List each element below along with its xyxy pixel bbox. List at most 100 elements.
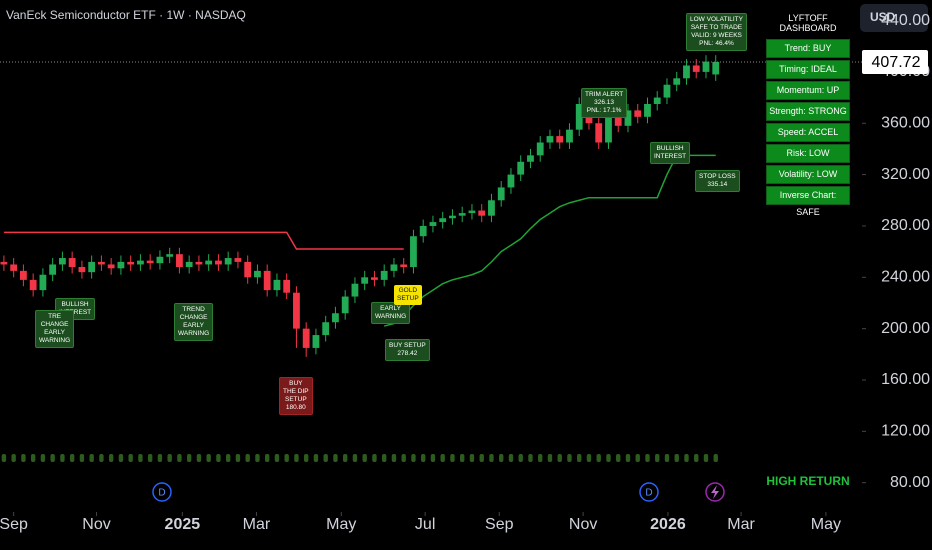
candle-body: [59, 258, 66, 265]
candle-body: [127, 261, 135, 265]
candle-body: [137, 260, 144, 265]
candle-body: [351, 283, 359, 297]
y-tick-label: 160.00: [881, 371, 930, 388]
candle-body: [692, 65, 700, 72]
signal-dot: [177, 454, 182, 462]
x-tick-label: Mar: [727, 516, 755, 533]
signal-dot: [313, 454, 319, 462]
signal-dot: [40, 454, 46, 462]
candle-body: [702, 61, 710, 72]
signal-dot: [616, 454, 621, 462]
signal-dot: [118, 454, 124, 462]
candle-body: [293, 292, 300, 329]
candle-body: [575, 103, 583, 130]
x-tick-label: Sep: [485, 516, 514, 533]
signal-dot: [655, 454, 660, 462]
candle-body: [527, 155, 534, 162]
signal-dot: [372, 454, 377, 462]
candle-body: [624, 110, 632, 126]
event-label[interactable]: D: [645, 488, 652, 499]
signal-dot: [216, 454, 221, 462]
event-label[interactable]: D: [158, 488, 165, 499]
annotation: GOLD SETUP: [394, 285, 422, 305]
candle-body: [410, 236, 417, 268]
candle-body: [429, 222, 437, 226]
candle-body: [263, 270, 271, 291]
candle-body: [380, 270, 388, 280]
signal-dot: [684, 454, 689, 462]
candle-body: [68, 258, 76, 268]
currency[interactable]: USD: [870, 10, 896, 24]
candle-body: [176, 254, 183, 268]
signal-dot: [606, 454, 611, 462]
event-icon[interactable]: [152, 482, 172, 502]
signal-dot: [460, 454, 465, 462]
chart-title: VanEck Semiconductor ETF · 1W · NASDAQ: [6, 8, 246, 22]
signal-dot: [362, 454, 367, 462]
signal-dot: [11, 454, 16, 462]
candle-body: [332, 313, 339, 323]
signal-dot: [674, 454, 679, 462]
dashboard-row: Momentum: UP: [766, 81, 850, 100]
signal-dot: [284, 454, 289, 462]
candle-body: [107, 264, 115, 269]
candle-body: [0, 261, 8, 265]
candle-body: [653, 97, 661, 104]
candle-body: [195, 261, 203, 265]
signal-dot: [645, 454, 650, 462]
y-tick-label: 440.00: [881, 12, 930, 29]
signal-dot: [69, 454, 75, 462]
annotation: BUY THE DIP SETUP 180.80: [279, 377, 313, 415]
split-icon[interactable]: [705, 482, 725, 502]
x-tick-label: Nov: [569, 516, 597, 533]
candle-body: [712, 61, 720, 75]
candle-body: [117, 261, 125, 269]
signal-dot: [440, 454, 445, 462]
dashboard-row: Strength: STRONG: [766, 102, 850, 121]
signal-dot: [499, 454, 504, 462]
signal-dot: [391, 454, 397, 462]
candle-body: [156, 256, 164, 264]
candle-body: [663, 84, 671, 98]
signal-dot: [567, 454, 572, 462]
candle-body: [234, 258, 242, 262]
signal-dot: [508, 454, 514, 462]
candle-body: [78, 267, 86, 273]
signal-dot: [50, 454, 55, 462]
candle-body: [185, 261, 193, 268]
y-tick-label: 120.00: [881, 423, 930, 440]
candle-body: [49, 264, 57, 275]
dashboard-row: Trend: BUY: [766, 39, 850, 58]
dashboard-row: Risk: LOW: [766, 144, 850, 163]
line-series: [3, 231, 404, 250]
signal-dot: [264, 454, 270, 462]
signal-dot: [489, 454, 494, 462]
currency-button[interactable]: [860, 4, 928, 32]
candle-body: [361, 277, 369, 284]
candle-body: [595, 123, 603, 143]
y-tick-label: 240.00: [881, 269, 930, 286]
signal-dot: [1, 454, 7, 462]
signal-dot: [167, 454, 172, 462]
y-tick-label: 280.00: [881, 217, 930, 234]
candle-body: [478, 210, 486, 216]
dashboard-title: LYFTOFF DASHBOARD: [779, 13, 837, 33]
candle-body: [302, 328, 310, 348]
event-icon[interactable]: [639, 482, 659, 502]
candle-body: [224, 258, 232, 265]
candle-body: [371, 277, 378, 280]
signal-dot: [401, 454, 406, 462]
annotation: TREND CHANGE EARLY WARNING: [174, 303, 214, 341]
candle-body: [683, 65, 690, 79]
signal-dot: [147, 454, 153, 462]
signal-dot: [303, 454, 309, 462]
signal-dot: [694, 454, 699, 462]
candle-body: [488, 200, 495, 216]
signal-dot: [703, 454, 709, 462]
x-tick-label: May: [326, 516, 356, 533]
candle-body: [215, 260, 222, 265]
signal-dot: [420, 454, 426, 462]
candle-body: [88, 261, 96, 273]
signal-dot: [557, 454, 562, 462]
